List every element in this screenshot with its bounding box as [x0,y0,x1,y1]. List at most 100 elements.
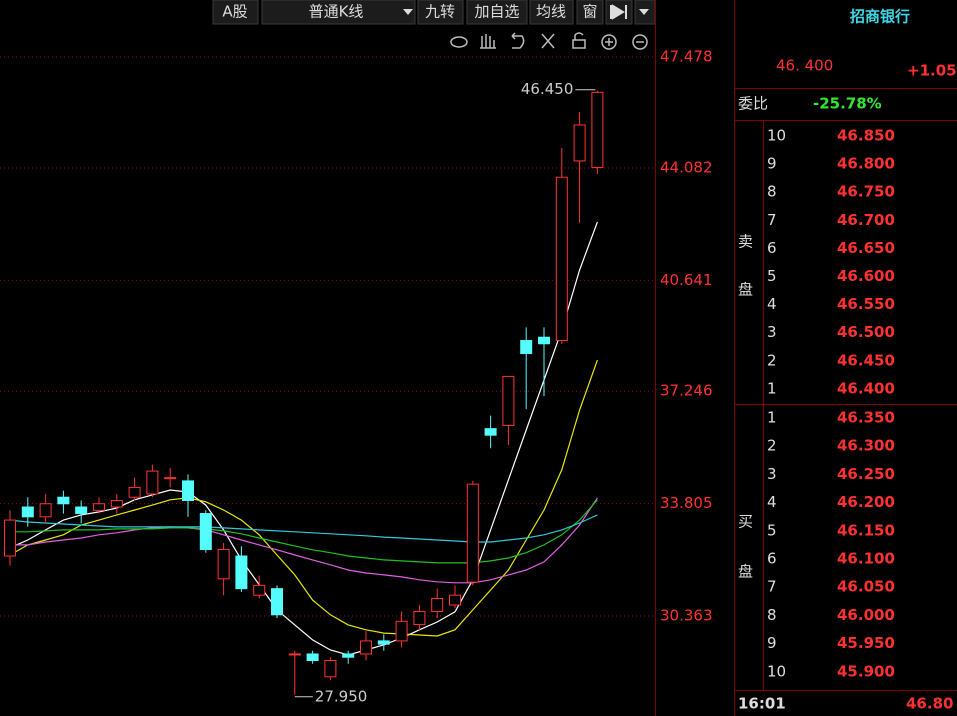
button-bg[interactable] [261,0,416,25]
level: 10 [767,127,786,145]
book-price: 46.500 [837,323,895,341]
button-label[interactable]: 九转 [425,3,455,21]
candle-body [413,611,426,626]
candle-body [146,470,159,495]
book-price: 46.200 [837,493,895,511]
undo-icon[interactable] [511,32,525,49]
cut-icon[interactable] [541,33,555,49]
level: 6 [767,550,777,568]
button-label[interactable]: 窗 [582,3,597,21]
y-tick-label: 47.478 [660,48,713,66]
price: 46. 400 [776,57,833,75]
level: 2 [767,437,777,455]
button-label[interactable]: 普通K线 [309,3,364,21]
last-price: 46.80 [906,695,953,713]
candle-body [573,124,586,162]
level: 6 [767,239,777,257]
dropdown-icon[interactable] [403,9,413,15]
level: 9 [767,155,777,173]
y-tick-label: 30.363 [660,606,713,624]
candle-body [555,176,568,341]
candle-body [253,584,266,596]
level: 7 [767,211,777,229]
book-price: 46.000 [837,606,895,624]
level: 8 [767,183,777,201]
book-price: 46.800 [837,155,895,173]
candle-body [431,597,444,613]
side-label: 盘 [738,563,753,581]
book-price: 46.150 [837,521,895,539]
dropdown-icon[interactable] [639,9,649,15]
candle-body [4,519,16,557]
change: +1.05 [907,62,957,80]
icon[interactable] [610,4,627,20]
y-tick-label: 44.082 [660,159,713,177]
button-label[interactable]: 均线 [536,3,566,21]
level: 3 [767,323,777,341]
book-price: 46.100 [837,550,895,568]
button-bg[interactable] [417,0,464,25]
y-tick-label: 33.805 [660,494,713,512]
lock-icon[interactable] [572,32,586,49]
candle-body [324,659,337,678]
level: 5 [767,521,777,539]
book-price: 46.300 [837,437,895,455]
level: 3 [767,465,777,483]
ma-line [9,359,598,637]
button-bg[interactable] [576,0,604,25]
ma-line [10,499,598,564]
candle-body [235,555,248,590]
book-price: 46.450 [837,351,895,369]
hand-icon[interactable] [480,34,496,49]
button-bg[interactable] [529,0,574,25]
level: 4 [767,493,777,511]
zoom-in-icon[interactable] [601,34,617,50]
candle-body [21,506,34,518]
button-bg[interactable] [212,0,259,25]
ratio-label: 委比 [738,95,768,113]
eye-icon[interactable] [450,36,468,48]
candle-body [502,375,515,426]
stock-name: 招商银行 [850,8,910,26]
book-price: 46.250 [837,465,895,483]
book-price: 46.050 [837,578,895,596]
book-price: 46.550 [837,295,895,313]
zoom-out-icon[interactable] [632,34,648,50]
candle-body [110,499,123,508]
level: 7 [767,578,777,596]
candle-body [342,653,355,658]
ratio: -25.78% [813,95,882,113]
ma-line [9,514,598,543]
candle-body [93,503,105,511]
time: 16:01 [738,695,786,713]
book-price: 46.350 [837,409,895,427]
chart-tools [450,32,648,50]
button-bg[interactable] [466,0,528,25]
button-label[interactable]: 加自选 [474,3,519,21]
ma-line [10,497,598,584]
level: 1 [767,379,777,397]
candle-body [288,653,301,656]
candle-body [182,480,194,501]
annotation: 27.950 [315,687,368,705]
book-price: 46.650 [837,239,895,257]
level: 4 [767,295,777,313]
button-label[interactable]: A股 [222,3,247,21]
book-price: 46.750 [837,183,895,201]
candle-body [449,594,461,606]
book-price: 46.700 [837,211,895,229]
annotation: 46.450 [521,80,574,98]
y-tick-label: 40.641 [660,271,713,289]
candle-body [377,640,390,645]
candle-body [271,588,283,616]
book-price: 46.600 [837,267,895,285]
side-label: 卖 [738,233,753,251]
level: 9 [767,634,777,652]
candle-body [538,336,550,345]
candle-body [164,477,177,480]
candle-body [395,620,408,642]
candle-body [591,91,604,168]
